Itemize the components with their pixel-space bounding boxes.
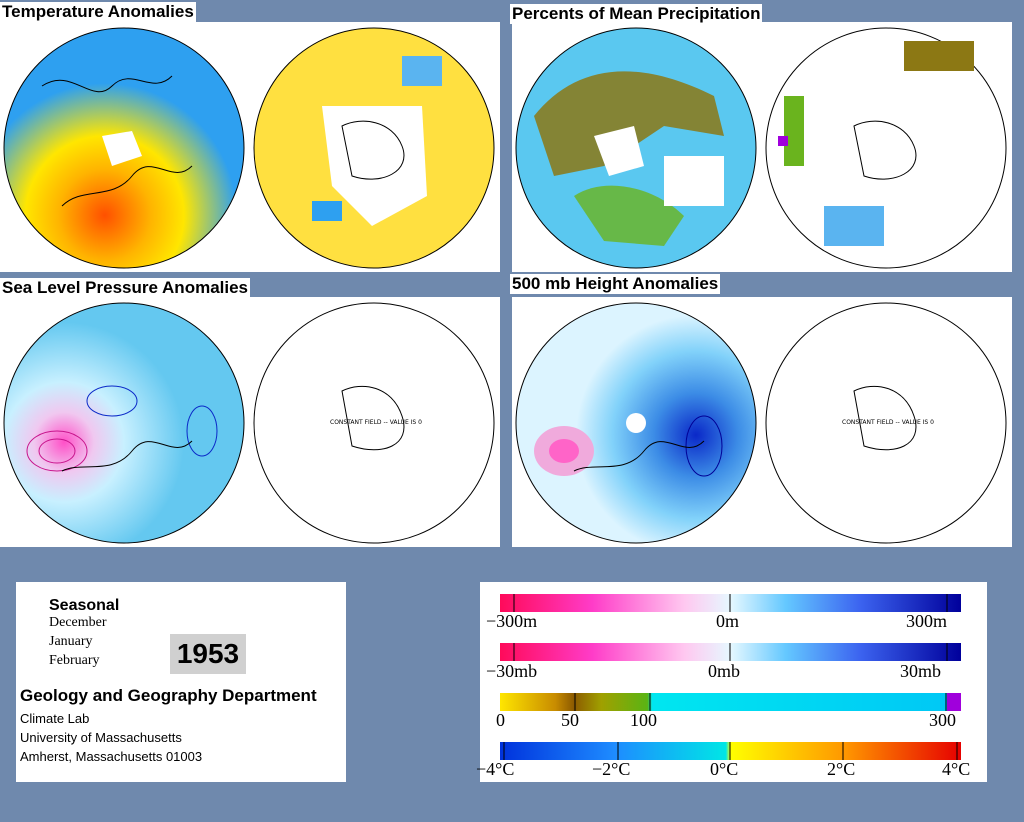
precip-label-300: 300 — [929, 710, 956, 730]
height-color-bar — [500, 594, 961, 612]
pressure-color-bar — [500, 643, 961, 661]
temperature-title: Temperature Anomalies — [0, 2, 196, 22]
slp-globe-north — [3, 302, 245, 544]
height-panel: CONSTANT FIELD -- VALUE IS 0 — [512, 297, 1012, 547]
precip-color-bar — [500, 693, 961, 711]
department-name: Geology and Geography Department — [20, 686, 317, 705]
height-label-max: 300m — [906, 611, 948, 631]
temperature-panel — [0, 22, 500, 272]
address-line-1: Climate Lab — [20, 711, 90, 726]
precip-label-100: 100 — [630, 710, 657, 730]
month-3: February — [49, 653, 100, 668]
height-title: 500 mb Height Anomalies — [510, 274, 721, 294]
temperature-color-bar — [500, 742, 961, 760]
pressure-label-min: −30mb — [486, 661, 538, 681]
slp-globe-south — [253, 302, 495, 544]
temp-label-zero: 0°C — [710, 759, 739, 779]
height-constant-note: CONSTANT FIELD -- VALUE IS 0 — [842, 419, 934, 426]
precip-label-50: 50 — [561, 710, 579, 730]
info-box: Seasonal December January February 1953 … — [16, 582, 346, 782]
month-1: December — [49, 615, 107, 630]
pressure-label-mid: 0mb — [708, 661, 741, 681]
precip-label-0: 0 — [496, 710, 505, 730]
slp-title: Sea Level Pressure Anomalies — [0, 278, 251, 298]
temp-label-plus2: 2°C — [827, 759, 856, 779]
slp-constant-note: CONSTANT FIELD -- VALUE IS 0 — [330, 419, 422, 426]
temperature-globe-south — [253, 27, 495, 269]
precipitation-globe-north — [515, 27, 757, 269]
temp-label-plus4: 4°C — [942, 759, 971, 779]
height-label-mid: 0m — [716, 611, 740, 631]
year-badge: 1953 — [170, 634, 246, 674]
slp-panel: CONSTANT FIELD -- VALUE IS 0 — [0, 297, 500, 547]
precipitation-title: Percents of Mean Precipitation — [510, 4, 763, 24]
height-globe-north — [515, 302, 757, 544]
temperature-globe-north — [3, 27, 245, 269]
temp-label-minus2: −2°C — [592, 759, 631, 779]
temp-label-minus4: −4°C — [476, 759, 515, 779]
address-line-3: Amherst, Massachusetts 01003 — [20, 749, 203, 764]
month-2: January — [49, 634, 93, 649]
legend-box: −300m 0m 300m −30mb 0mb 30mb 0 50 100 30… — [476, 582, 987, 782]
height-label-min: −300m — [486, 611, 538, 631]
precipitation-globe-south — [765, 27, 1007, 269]
address-line-2: University of Massachusetts — [20, 730, 182, 745]
season-label: Seasonal — [49, 597, 120, 614]
pressure-label-max: 30mb — [900, 661, 942, 681]
height-globe-south — [765, 302, 1007, 544]
precipitation-panel — [512, 22, 1012, 272]
